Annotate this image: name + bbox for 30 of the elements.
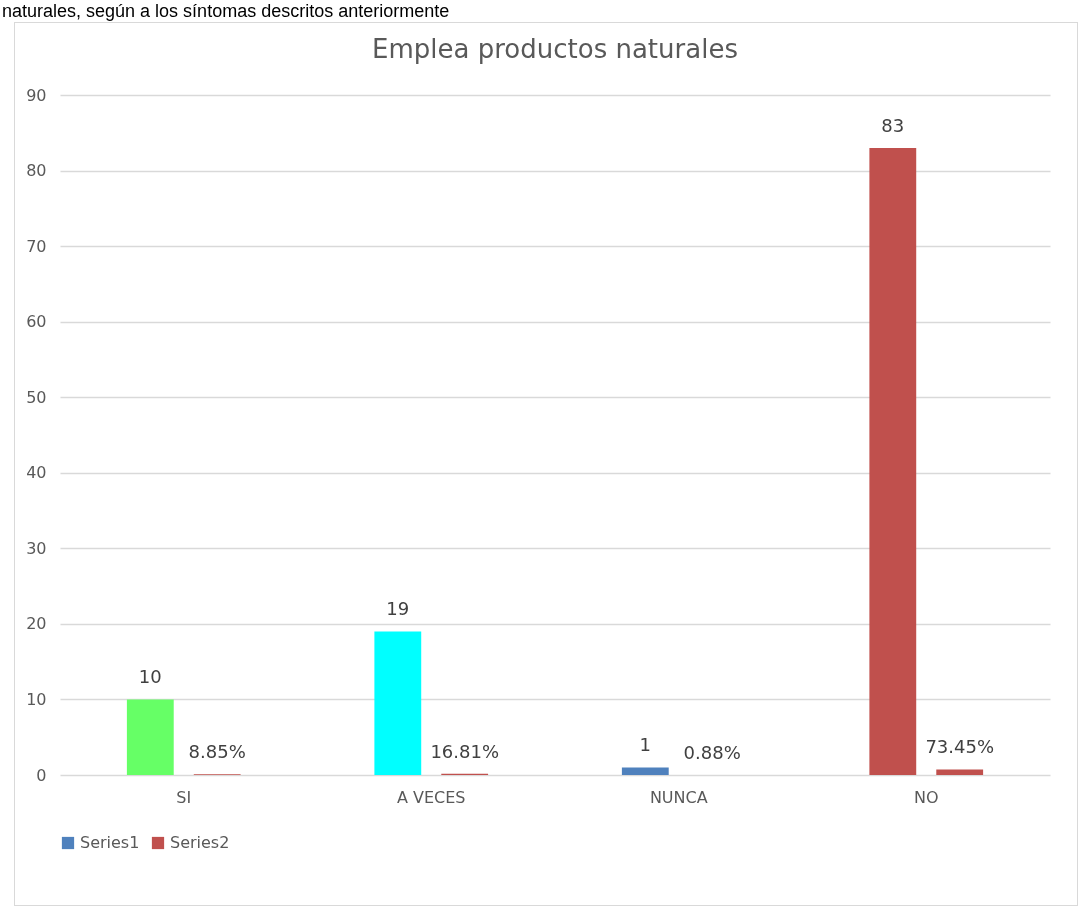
y-tick-label: 30 bbox=[26, 538, 47, 558]
legend-label: Series2 bbox=[170, 833, 230, 852]
bar bbox=[621, 767, 669, 775]
data-label: 1 bbox=[639, 734, 652, 756]
y-tick-label: 80 bbox=[26, 161, 47, 181]
y-tick-label: 0 bbox=[36, 765, 47, 785]
data-label: 16.81% bbox=[430, 740, 500, 762]
data-label: 19 bbox=[386, 598, 410, 620]
y-tick-label: 20 bbox=[26, 614, 47, 634]
x-tick-label: SI bbox=[176, 787, 192, 807]
y-tick-label: 60 bbox=[26, 312, 47, 332]
data-label: 10 bbox=[138, 666, 162, 688]
y-tick-label: 40 bbox=[26, 463, 47, 483]
bar bbox=[374, 631, 422, 775]
legend-label: Series1 bbox=[80, 833, 140, 852]
data-label: 8.85% bbox=[188, 741, 246, 763]
data-label: 73.45% bbox=[925, 736, 995, 758]
data-label: 0.88% bbox=[683, 741, 741, 763]
x-tick-label: NO bbox=[913, 787, 939, 807]
x-tick-label: A VECES bbox=[396, 787, 466, 807]
data-label: 83 bbox=[881, 114, 905, 136]
text: naturales, según a los síntomas descritos anteriormente bbox=[1, 0, 451, 22]
x-tick-label: NUNCA bbox=[649, 787, 708, 807]
y-tick-label: 90 bbox=[26, 85, 47, 105]
y-tick-label: 50 bbox=[26, 387, 47, 407]
bar bbox=[126, 699, 174, 775]
bar bbox=[936, 769, 984, 775]
y-tick-label: 70 bbox=[26, 236, 47, 256]
chart-title: Emplea productos naturales bbox=[372, 34, 738, 64]
y-tick-label: 10 bbox=[26, 689, 47, 709]
